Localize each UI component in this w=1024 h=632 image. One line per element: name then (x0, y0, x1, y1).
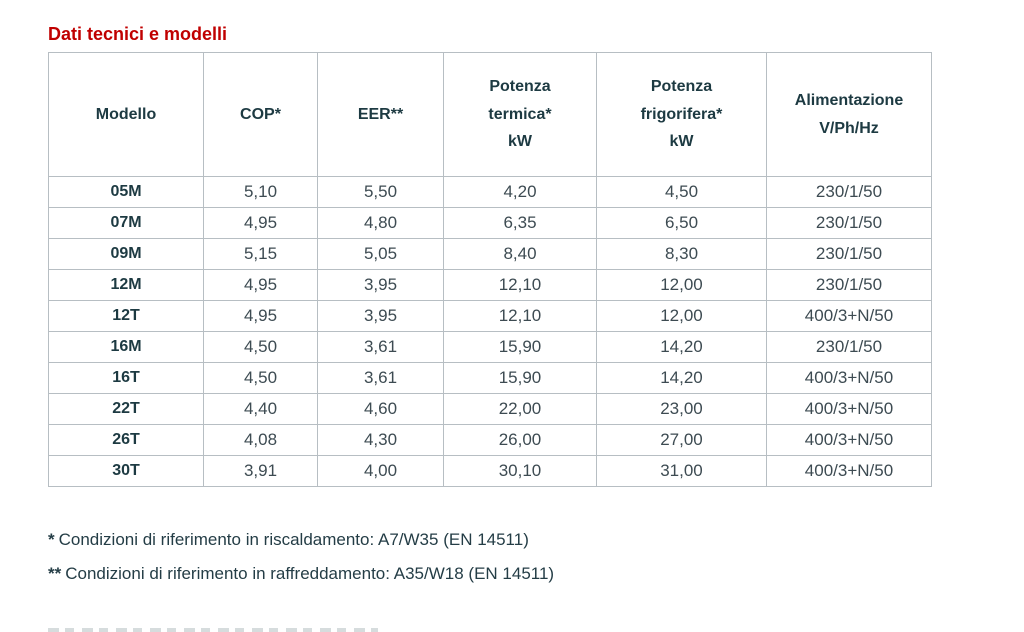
potenza-termica-cell: 6,35 (443, 207, 597, 239)
table-row: 30T 3,91 4,00 30,10 31,00 400/3+N/50 (48, 455, 932, 487)
potenza-termica-cell: 15,90 (443, 362, 597, 394)
eer-cell: 5,50 (317, 176, 444, 208)
potenza-frigorifera-cell: 14,20 (596, 331, 767, 363)
alimentazione-cell: 400/3+N/50 (766, 300, 932, 332)
model-cell: 26T (48, 424, 204, 456)
model-cell: 16M (48, 331, 204, 363)
potenza-frigorifera-cell: 12,00 (596, 269, 767, 301)
alimentazione-cell: 230/1/50 (766, 269, 932, 301)
table-row: 09M 5,15 5,05 8,40 8,30 230/1/50 (48, 238, 932, 270)
col-header-eer: EER** (317, 52, 444, 177)
cop-cell: 5,15 (203, 238, 318, 270)
footnote-text: Condizioni di riferimento in riscaldamen… (58, 530, 529, 549)
model-cell: 09M (48, 238, 204, 270)
cut-off-text-remnant (48, 628, 378, 632)
alimentazione-cell: 400/3+N/50 (766, 424, 932, 456)
eer-cell: 4,00 (317, 455, 444, 487)
footnote-heating: * Condizioni di riferimento in riscaldame… (48, 530, 554, 550)
footnote-marker: ** (48, 564, 62, 583)
alimentazione-cell: 400/3+N/50 (766, 455, 932, 487)
potenza-termica-cell: 4,20 (443, 176, 597, 208)
eer-cell: 3,95 (317, 300, 444, 332)
cop-cell: 4,08 (203, 424, 318, 456)
potenza-frigorifera-cell: 14,20 (596, 362, 767, 394)
footnote-text: Condizioni di riferimento in raffreddame… (65, 564, 555, 583)
potenza-frigorifera-cell: 27,00 (596, 424, 767, 456)
table-row: 16M 4,50 3,61 15,90 14,20 230/1/50 (48, 331, 932, 363)
table-row: 26T 4,08 4,30 26,00 27,00 400/3+N/50 (48, 424, 932, 456)
cop-cell: 4,95 (203, 207, 318, 239)
eer-cell: 3,95 (317, 269, 444, 301)
potenza-frigorifera-cell: 12,00 (596, 300, 767, 332)
page-title: Dati tecnici e modelli (48, 24, 228, 44)
potenza-termica-cell: 12,10 (443, 300, 597, 332)
footnote-marker: * (48, 530, 55, 549)
potenza-termica-cell: 12,10 (443, 269, 597, 301)
potenza-frigorifera-cell: 6,50 (596, 207, 767, 239)
potenza-frigorifera-cell: 8,30 (596, 238, 767, 270)
table-header-row: Modello COP* EER** Potenza termica* kW P… (48, 52, 932, 177)
alimentazione-cell: 400/3+N/50 (766, 393, 932, 425)
model-cell: 22T (48, 393, 204, 425)
footnote-cooling: ** Condizioni di riferimento in raffredda… (48, 564, 554, 584)
cop-cell: 5,10 (203, 176, 318, 208)
cop-cell: 4,95 (203, 300, 318, 332)
cop-cell: 4,50 (203, 362, 318, 394)
eer-cell: 4,30 (317, 424, 444, 456)
col-header-alimentazione: Alimentazione V/Ph/Hz (766, 52, 932, 177)
alimentazione-cell: 400/3+N/50 (766, 362, 932, 394)
table-row: 05M 5,10 5,50 4,20 4,50 230/1/50 (48, 176, 932, 208)
eer-cell: 3,61 (317, 331, 444, 363)
eer-cell: 4,60 (317, 393, 444, 425)
col-header-modello: Modello (48, 52, 204, 177)
model-cell: 12M (48, 269, 204, 301)
eer-cell: 5,05 (317, 238, 444, 270)
table-row: 12T 4,95 3,95 12,10 12,00 400/3+N/50 (48, 300, 932, 332)
technical-data-table: Modello COP* EER** Potenza termica* kW P… (48, 52, 932, 487)
alimentazione-cell: 230/1/50 (766, 207, 932, 239)
alimentazione-cell: 230/1/50 (766, 331, 932, 363)
potenza-frigorifera-cell: 4,50 (596, 176, 767, 208)
model-cell: 16T (48, 362, 204, 394)
cop-cell: 4,50 (203, 331, 318, 363)
eer-cell: 4,80 (317, 207, 444, 239)
cop-cell: 4,40 (203, 393, 318, 425)
potenza-frigorifera-cell: 31,00 (596, 455, 767, 487)
eer-cell: 3,61 (317, 362, 444, 394)
footnotes: * Condizioni di riferimento in riscaldame… (48, 530, 554, 598)
table-row: 22T 4,40 4,60 22,00 23,00 400/3+N/50 (48, 393, 932, 425)
potenza-termica-cell: 15,90 (443, 331, 597, 363)
alimentazione-cell: 230/1/50 (766, 238, 932, 270)
potenza-termica-cell: 22,00 (443, 393, 597, 425)
col-header-potenza-frigorifera: Potenza frigorifera* kW (596, 52, 767, 177)
col-header-potenza-termica: Potenza termica* kW (443, 52, 597, 177)
model-cell: 30T (48, 455, 204, 487)
table-row: 07M 4,95 4,80 6,35 6,50 230/1/50 (48, 207, 932, 239)
potenza-termica-cell: 8,40 (443, 238, 597, 270)
model-cell: 05M (48, 176, 204, 208)
potenza-frigorifera-cell: 23,00 (596, 393, 767, 425)
col-header-cop: COP* (203, 52, 318, 177)
potenza-termica-cell: 26,00 (443, 424, 597, 456)
cop-cell: 3,91 (203, 455, 318, 487)
cop-cell: 4,95 (203, 269, 318, 301)
potenza-termica-cell: 30,10 (443, 455, 597, 487)
table-row: 16T 4,50 3,61 15,90 14,20 400/3+N/50 (48, 362, 932, 394)
model-cell: 07M (48, 207, 204, 239)
model-cell: 12T (48, 300, 204, 332)
table-row: 12M 4,95 3,95 12,10 12,00 230/1/50 (48, 269, 932, 301)
alimentazione-cell: 230/1/50 (766, 176, 932, 208)
